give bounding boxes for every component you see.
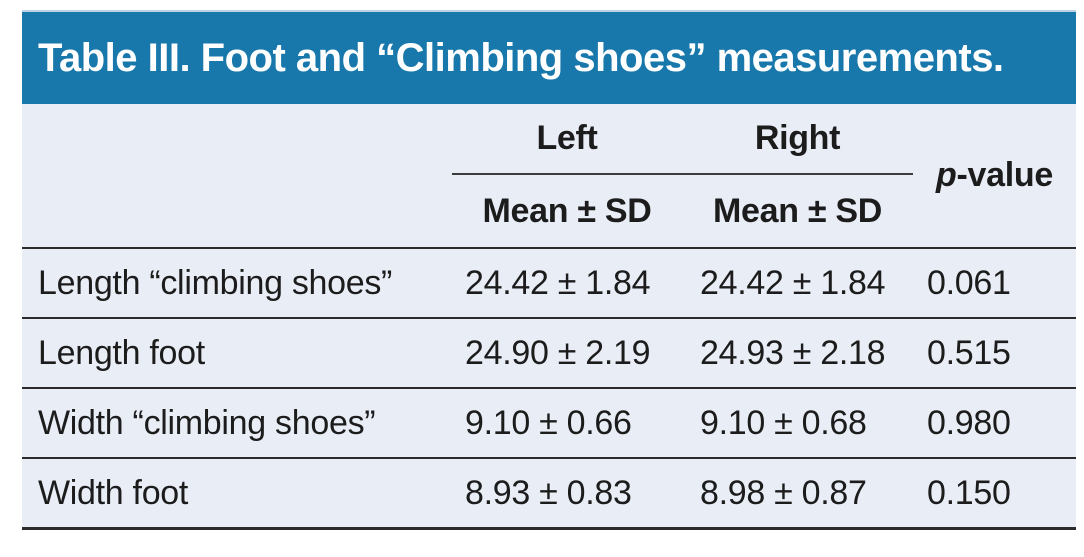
subheader-mean-sd-left: Mean ± SD bbox=[482, 191, 652, 230]
table-title: Table III. Foot and “Climbing shoes” mea… bbox=[38, 35, 1004, 80]
header-blank-cell bbox=[22, 104, 452, 247]
table-title-bar: Table III. Foot and “Climbing shoes” mea… bbox=[22, 10, 1076, 104]
table-row: Width “climbing shoes” 9.10 ± 0.66 9.10 … bbox=[22, 387, 1076, 457]
table-header: Left Right p -value Mean ± SD Mean ± SD bbox=[22, 104, 1076, 247]
subheader-mean-sd-right: Mean ± SD bbox=[713, 191, 882, 230]
row-pvalue: 0.980 bbox=[927, 403, 1011, 442]
row-pvalue: 0.150 bbox=[927, 473, 1011, 512]
row-label: Width foot bbox=[38, 473, 189, 512]
row-left-value: 9.10 ± 0.66 bbox=[465, 403, 632, 442]
table-row: Width foot 8.93 ± 0.83 8.98 ± 0.87 0.150 bbox=[22, 457, 1076, 527]
row-label: Length foot bbox=[38, 333, 205, 372]
row-pvalue: 0.061 bbox=[927, 263, 1011, 302]
column-header-right: Right bbox=[682, 104, 913, 175]
pvalue-suffix: -value bbox=[956, 156, 1054, 194]
row-left-value: 8.93 ± 0.83 bbox=[465, 473, 632, 512]
row-pvalue: 0.515 bbox=[927, 333, 1011, 372]
row-left-value: 24.42 ± 1.84 bbox=[465, 263, 651, 302]
pvalue-italic-p: p bbox=[936, 156, 957, 194]
measurements-table: Left Right p -value Mean ± SD Mean ± SD L… bbox=[22, 104, 1076, 530]
row-label: Length “climbing shoes” bbox=[38, 263, 393, 302]
row-left-value: 24.90 ± 2.19 bbox=[465, 333, 651, 372]
row-right-value: 8.98 ± 0.87 bbox=[700, 473, 867, 512]
row-right-value: 9.10 ± 0.68 bbox=[700, 403, 867, 442]
column-header-left: Left bbox=[452, 104, 682, 175]
row-right-value: 24.93 ± 2.18 bbox=[700, 333, 886, 372]
table-figure: Table III. Foot and “Climbing shoes” mea… bbox=[22, 10, 1076, 530]
row-label: Width “climbing shoes” bbox=[38, 403, 376, 442]
column-header-pvalue: p -value bbox=[913, 104, 1076, 247]
row-right-value: 24.42 ± 1.84 bbox=[700, 263, 886, 302]
table-row: Length “climbing shoes” 24.42 ± 1.84 24.… bbox=[22, 247, 1076, 317]
table-row: Length foot 24.90 ± 2.19 24.93 ± 2.18 0.… bbox=[22, 317, 1076, 387]
